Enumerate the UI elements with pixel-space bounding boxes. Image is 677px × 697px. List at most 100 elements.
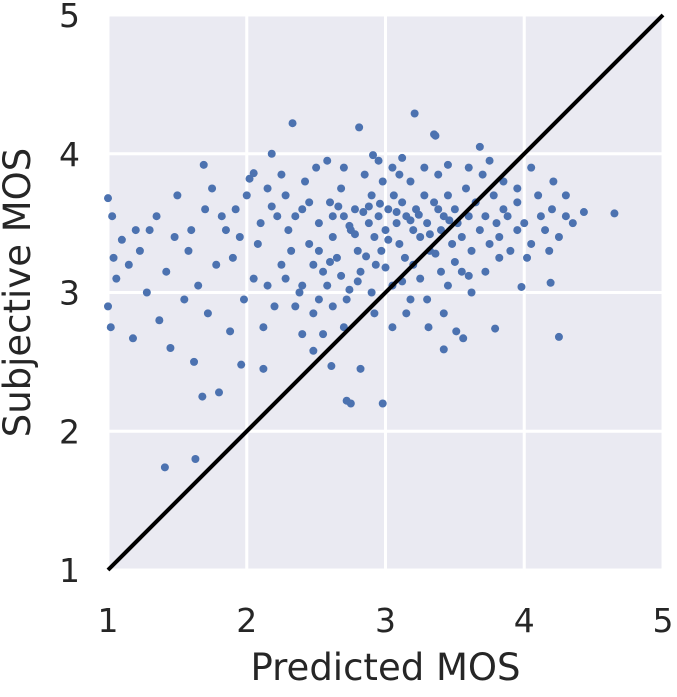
data-point: [485, 239, 494, 248]
data-point: [198, 392, 207, 401]
data-point: [305, 198, 314, 207]
data-point: [434, 170, 443, 179]
data-point: [356, 364, 365, 373]
data-point: [568, 219, 577, 228]
data-point: [128, 334, 137, 343]
data-point: [319, 330, 328, 339]
data-point: [270, 302, 279, 311]
data-point: [495, 233, 504, 241]
data-point: [187, 226, 196, 235]
x-tick-label: 1: [98, 601, 119, 640]
data-point: [485, 156, 494, 165]
data-point: [273, 212, 282, 221]
data-point: [489, 191, 498, 200]
data-point: [392, 219, 401, 228]
data-point: [160, 463, 169, 472]
data-point: [481, 267, 490, 276]
data-point: [434, 205, 443, 214]
data-point: [464, 212, 473, 221]
reference-line: [106, 13, 665, 572]
data-point: [298, 205, 307, 214]
data-point: [170, 233, 179, 241]
data-point: [443, 160, 452, 169]
data-point: [527, 163, 536, 172]
data-point: [364, 219, 373, 228]
data-point: [375, 199, 384, 208]
data-point: [221, 226, 230, 235]
data-point: [263, 184, 272, 193]
data-point: [212, 260, 221, 269]
data-point: [334, 202, 343, 211]
data-point: [495, 253, 504, 262]
x-axis-title: Predicted MOS: [251, 646, 521, 689]
data-point: [267, 149, 276, 158]
data-point: [314, 219, 323, 228]
data-point: [117, 235, 126, 244]
data-point: [142, 288, 151, 297]
data-point: [371, 260, 380, 269]
data-point: [339, 163, 348, 172]
data-point: [328, 233, 337, 241]
data-point: [319, 267, 328, 276]
data-point: [554, 233, 563, 241]
data-point: [431, 249, 440, 258]
data-point: [437, 226, 445, 235]
data-point: [350, 205, 359, 214]
data-point: [416, 274, 425, 283]
data-point: [228, 253, 237, 262]
data-point: [277, 260, 286, 269]
data-point: [443, 191, 452, 200]
data-point: [478, 170, 487, 179]
data-point: [312, 163, 321, 172]
data-point: [579, 208, 588, 217]
data-point: [284, 226, 293, 235]
data-point: [388, 163, 397, 172]
data-point: [506, 246, 515, 255]
data-point: [287, 246, 296, 255]
data-point: [523, 253, 532, 262]
data-point: [513, 198, 522, 207]
y-tick-label: 5: [59, 0, 80, 35]
data-point: [291, 302, 300, 311]
data-point: [109, 253, 118, 262]
data-point: [345, 221, 354, 230]
data-point: [277, 170, 286, 179]
data-point: [467, 246, 476, 255]
data-point: [342, 295, 351, 304]
x-tick-label: 2: [236, 601, 257, 640]
data-point: [253, 239, 262, 248]
data-point: [104, 194, 112, 203]
data-point: [362, 252, 371, 261]
data-point: [295, 288, 304, 297]
data-point: [406, 177, 415, 186]
data-point: [288, 119, 297, 128]
data-point: [389, 191, 398, 200]
data-point: [416, 233, 425, 241]
data-point: [242, 191, 251, 200]
data-point: [464, 271, 473, 280]
data-point: [423, 295, 432, 304]
data-point: [124, 260, 133, 269]
data-point: [367, 288, 376, 297]
data-point: [298, 281, 307, 290]
data-point: [314, 295, 323, 304]
data-point: [180, 295, 189, 304]
data-point: [326, 257, 334, 266]
data-point: [237, 360, 246, 369]
data-point: [309, 260, 318, 269]
data-point: [323, 156, 332, 165]
data-point: [131, 226, 140, 235]
data-point: [378, 177, 387, 186]
data-point: [445, 216, 454, 225]
data-point: [554, 332, 563, 341]
data-point: [448, 239, 457, 248]
data-point: [328, 212, 337, 221]
data-point: [184, 246, 193, 255]
data-point: [561, 191, 570, 200]
data-point: [112, 274, 121, 283]
data-point: [527, 239, 536, 248]
data-point: [425, 230, 434, 239]
data-point: [145, 226, 154, 235]
data-point: [534, 191, 543, 200]
